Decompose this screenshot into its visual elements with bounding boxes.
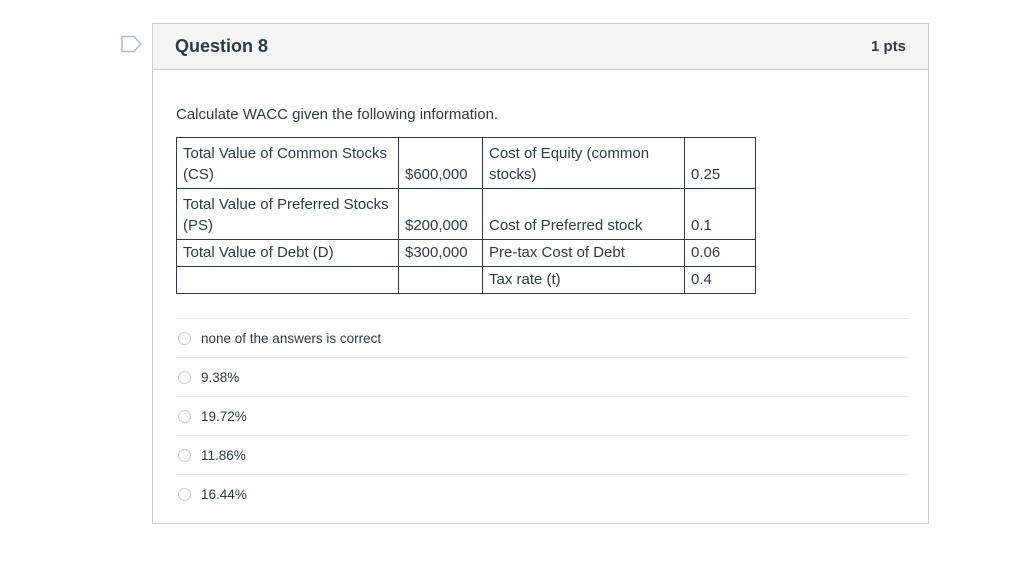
table-cell: Total Value of Debt (D) bbox=[176, 239, 399, 267]
table-cell: $300,000 bbox=[398, 239, 483, 267]
table-row: Total Value of Common Stocks (CS) $600,0… bbox=[176, 137, 756, 189]
table-row: Tax rate (t) 0.4 bbox=[176, 266, 756, 294]
radio-button[interactable] bbox=[178, 487, 191, 501]
table-cell: Tax rate (t) bbox=[482, 266, 685, 294]
answer-option-1972[interactable]: 19.72% bbox=[176, 396, 909, 435]
answer-option-938[interactable]: 9.38% bbox=[176, 357, 909, 396]
answer-options: none of the answers is correct 9.38% 19.… bbox=[176, 318, 909, 513]
question-title: Question 8 bbox=[175, 36, 269, 56]
table-row: Total Value of Preferred Stocks (PS) $20… bbox=[176, 188, 756, 240]
table-cell: 0.25 bbox=[684, 137, 756, 189]
table-cell: 0.4 bbox=[684, 266, 756, 294]
question-card: Question 8 1 pts Calculate WACC given th… bbox=[152, 23, 929, 524]
radio-button[interactable] bbox=[178, 409, 191, 423]
answer-option-label[interactable]: 19.72% bbox=[201, 408, 247, 424]
question-body: Calculate WACC given the following infor… bbox=[153, 70, 928, 513]
table-cell: 0.06 bbox=[684, 239, 756, 267]
question-header: Question 8 1 pts bbox=[153, 24, 928, 70]
flag-question-icon-svg bbox=[121, 35, 142, 53]
table-cell: $200,000 bbox=[398, 188, 483, 240]
answer-option-label[interactable]: 9.38% bbox=[201, 369, 240, 385]
table-cell: 0.1 bbox=[684, 188, 756, 240]
table-row: Total Value of Debt (D) $300,000 Pre-tax… bbox=[176, 239, 756, 267]
table-cell bbox=[398, 266, 483, 294]
answer-option-label[interactable]: none of the answers is correct bbox=[201, 330, 382, 346]
radio-button[interactable] bbox=[178, 331, 191, 345]
wacc-table: Total Value of Common Stocks (CS) $600,0… bbox=[176, 137, 756, 294]
flag-question-icon[interactable] bbox=[121, 35, 143, 53]
table-cell bbox=[176, 266, 399, 294]
answer-option-none[interactable]: none of the answers is correct bbox=[176, 318, 909, 357]
answer-option-1186[interactable]: 11.86% bbox=[176, 435, 909, 474]
table-cell: Cost of Equity (common stocks) bbox=[482, 137, 685, 189]
table-cell: Cost of Preferred stock bbox=[482, 188, 685, 240]
answer-option-label[interactable]: 16.44% bbox=[201, 486, 247, 502]
table-cell: Total Value of Preferred Stocks (PS) bbox=[176, 188, 399, 240]
table-cell: Total Value of Common Stocks (CS) bbox=[176, 137, 399, 189]
radio-button[interactable] bbox=[178, 448, 191, 462]
table-cell: Pre-tax Cost of Debt bbox=[482, 239, 685, 267]
question-prompt: Calculate WACC given the following infor… bbox=[176, 106, 499, 123]
question-points: 1 pts bbox=[870, 38, 906, 55]
radio-button[interactable] bbox=[178, 370, 191, 384]
answer-option-label[interactable]: 11.86% bbox=[201, 447, 246, 463]
answer-option-1644[interactable]: 16.44% bbox=[176, 474, 909, 513]
table-cell: $600,000 bbox=[398, 137, 483, 189]
